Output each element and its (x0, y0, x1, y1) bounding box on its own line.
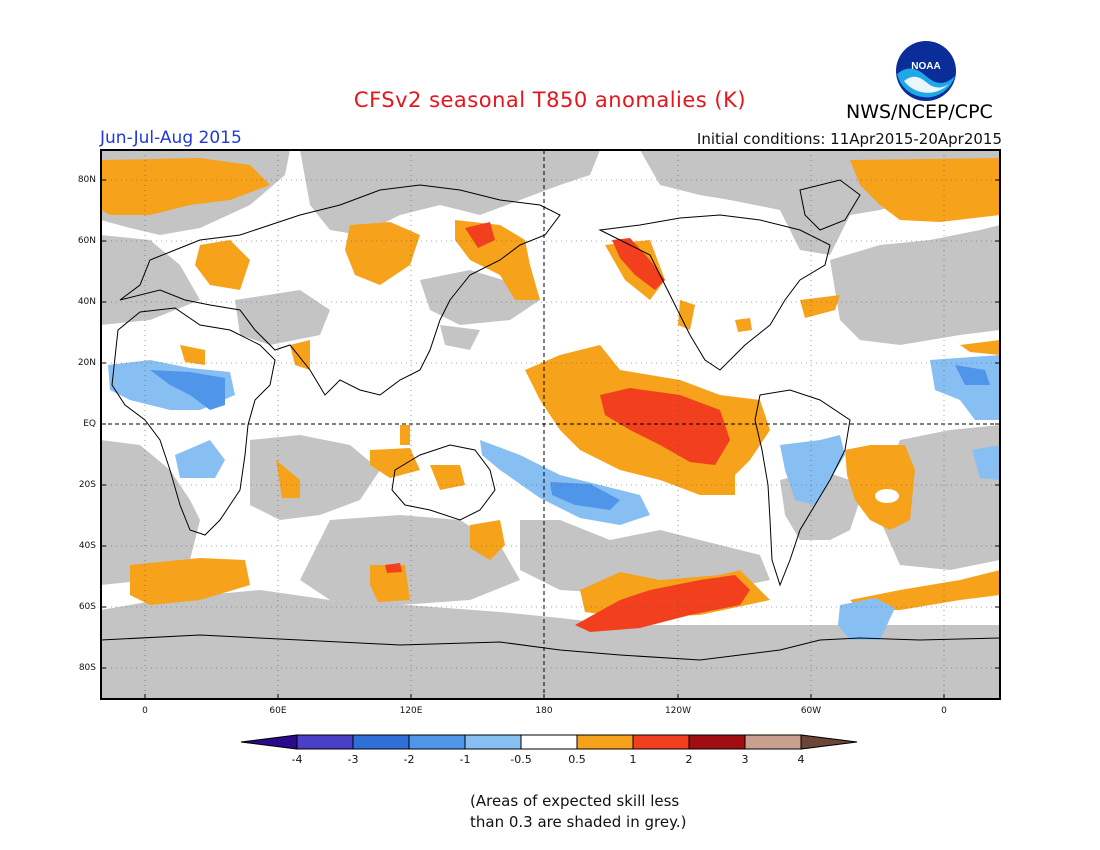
axis-ticks (101, 179, 1000, 699)
cool-anomaly-1 (150, 365, 990, 510)
lat-label: EQ (83, 419, 96, 429)
lon-label: 120E (399, 706, 423, 716)
colorbar-label: 3 (741, 753, 749, 766)
skill-note-line: (Areas of expected skill less (470, 792, 680, 810)
agency-label: NWS/NCEP/CPC (846, 101, 993, 123)
skill-note: (Areas of expected skill less than 0.3 a… (470, 791, 730, 833)
equator-dateline (101, 150, 1000, 699)
warm-anomaly-1 (385, 222, 750, 632)
colorbar-swatch (352, 734, 410, 750)
colorbar-label: -4 (291, 753, 303, 766)
skill-note-line: than 0.3 are shaded in grey.) (470, 813, 687, 831)
season-label: Jun-Jul-Aug 2015 (100, 128, 242, 148)
coastlines (101, 179, 1000, 661)
lat-label: 40S (78, 541, 96, 551)
colorbar-label: -0.5 (510, 753, 532, 766)
lat-label: 20N (77, 358, 96, 368)
lat-label: 20S (78, 480, 96, 490)
colorbar-label: -1 (459, 753, 471, 766)
colorbar-swatch (688, 734, 746, 750)
lon-label: 60E (269, 706, 287, 716)
colorbar-arrow-high (800, 734, 858, 750)
colorbar-swatch (632, 734, 690, 750)
colorbar-swatch (520, 734, 578, 750)
colorbar-swatch (464, 734, 522, 750)
colorbar-label: -3 (347, 753, 359, 766)
lat-label: 40N (77, 297, 96, 307)
map-title: CFSv2 seasonal T850 anomalies (K) (353, 88, 747, 112)
colorbar-label: -2 (403, 753, 415, 766)
lon-label: 60W (800, 706, 822, 716)
noaa-logo-text: NOAA (911, 61, 940, 72)
colorbar-arrow-low (240, 734, 298, 750)
colorbar-label: 2 (685, 753, 693, 766)
initial-conditions-label: Initial conditions: 11Apr2015-20Apr2015 (696, 130, 1002, 148)
colorbar-label: 0.5 (568, 753, 586, 766)
low-skill-mask (101, 150, 1000, 699)
map-field (101, 150, 1000, 699)
colorbar-label: 4 (797, 753, 805, 766)
lat-label: 80N (77, 175, 96, 185)
colorbar-swatch (744, 734, 802, 750)
lon-label: 180 (535, 706, 553, 716)
colorbar-swatch (408, 734, 466, 750)
lat-label: 80S (78, 663, 96, 673)
colorbar-swatch (296, 734, 354, 750)
lat-label: 60N (77, 236, 96, 246)
lon-label: 0 (142, 706, 148, 716)
lat-label: 60S (78, 602, 96, 612)
colorbar (240, 734, 858, 750)
lon-label: 120W (664, 706, 692, 716)
colorbar-swatch (576, 734, 634, 750)
lon-label: 0 (941, 706, 947, 716)
noaa-logo-icon: NOAA (896, 41, 956, 101)
colorbar-label: 1 (629, 753, 637, 766)
